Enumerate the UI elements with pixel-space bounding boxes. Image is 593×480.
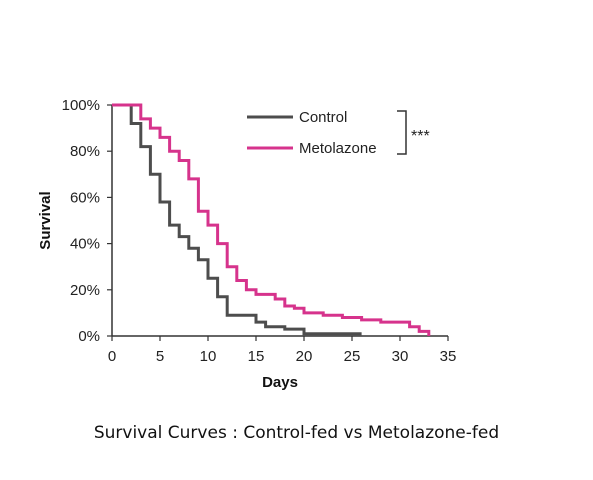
- y-tick-label: 0%: [78, 328, 100, 345]
- chart-axes: [111, 105, 448, 337]
- y-tick-label: 40%: [70, 236, 100, 253]
- x-tick-label: 10: [200, 348, 217, 365]
- x-tick-label: 5: [156, 348, 164, 365]
- x-tick-label: 20: [296, 348, 313, 365]
- survival-chart: 0 5 10 15 20 25 30 35 0% 20% 40% 60% 80% 100% Days Su…: [37, 97, 457, 391]
- series-line-control: [112, 103, 362, 336]
- x-tick-label: 25: [344, 348, 361, 365]
- chart-series: [112, 103, 431, 336]
- figure-caption: Survival Curves : Control-fed vs Metolaz…: [93, 423, 500, 443]
- x-axis-title: Days: [262, 374, 298, 391]
- x-tick-label: 0: [108, 348, 116, 365]
- series-line-metolazone: [112, 103, 431, 336]
- x-tick-label: 15: [248, 348, 265, 365]
- y-axis-title: Survival: [37, 191, 54, 249]
- legend-label-control: Control: [299, 109, 347, 126]
- x-tick-label: 35: [440, 348, 457, 365]
- chart-legend: Control Metolazone ***: [247, 109, 430, 157]
- x-tick-label: 30: [392, 348, 409, 365]
- legend-label-metolazone: Metolazone: [299, 140, 377, 157]
- y-tick-label: 60%: [70, 189, 100, 206]
- significance-label: ***: [411, 128, 430, 145]
- significance-bracket: [397, 110, 407, 155]
- y-tick-label: 100%: [62, 97, 100, 114]
- y-tick-label: 80%: [70, 143, 100, 160]
- chart-ticks: 0 5 10 15 20 25 30 35 0% 20% 40% 60% 80% 100%: [62, 97, 457, 365]
- y-tick-label: 20%: [70, 282, 100, 299]
